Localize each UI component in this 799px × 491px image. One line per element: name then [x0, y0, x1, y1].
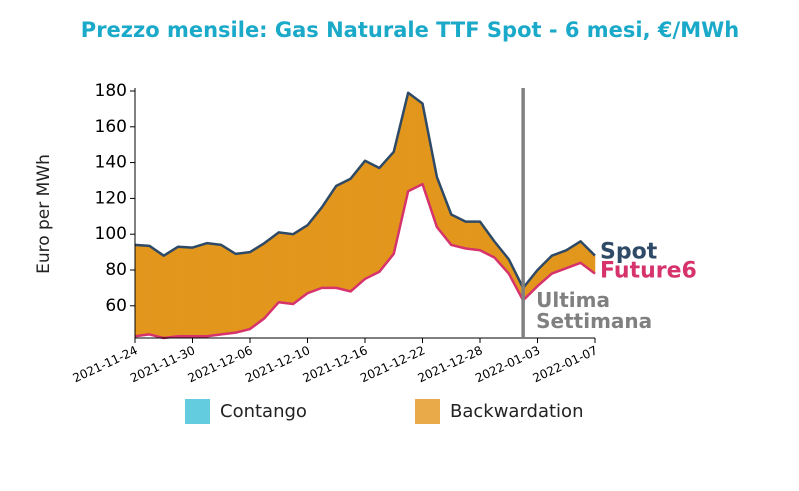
- spread-fill: [149, 245, 164, 339]
- x-tick-label: 2021-12-10: [243, 343, 312, 385]
- y-tick-label: 160: [95, 117, 127, 137]
- y-tick-label: 60: [105, 296, 127, 316]
- x-tick-label: 2022-01-07: [531, 343, 600, 385]
- spread-fill: [235, 251, 251, 333]
- spread-fill: [192, 242, 208, 337]
- x-tick-label: 2021-11-30: [128, 343, 197, 385]
- spread-fill: [249, 242, 265, 330]
- spread-fill: [321, 185, 337, 289]
- y-tick-label: 140: [95, 153, 127, 173]
- spread-fill: [537, 255, 553, 287]
- y-tick-label: 100: [95, 224, 127, 244]
- spread-fill: [163, 246, 179, 339]
- spread-fill: [206, 242, 222, 337]
- y-tick-label: 80: [105, 260, 127, 280]
- x-tick-label: 2021-12-22: [358, 343, 427, 385]
- x-tick-label: 2021-12-28: [416, 343, 485, 385]
- spread-fill: [350, 160, 366, 293]
- y-axis-label: Euro per MWh: [34, 154, 54, 274]
- series-end-label: Future6: [600, 259, 697, 284]
- x-tick-label: 2021-11-24: [71, 343, 140, 385]
- spread-fill: [134, 244, 150, 337]
- series-line: [134, 91, 596, 290]
- spread-fill: [278, 232, 294, 305]
- y-tick-label: 120: [95, 188, 127, 208]
- series-line: [134, 182, 596, 340]
- spread-fill: [379, 151, 394, 273]
- reference-label: Ultima Settimana: [536, 288, 652, 333]
- spread-fill: [336, 178, 351, 292]
- legend-label: Backwardation: [450, 401, 583, 422]
- spread-fill: [393, 92, 409, 254]
- spread-fill: [465, 221, 481, 251]
- spread-fill: [364, 160, 380, 280]
- legend-swatch: [415, 399, 440, 424]
- spread-fill: [292, 224, 308, 305]
- series-end-label: Spot: [600, 240, 658, 265]
- spread-fill: [307, 206, 323, 294]
- spread-fill: [177, 246, 193, 337]
- x-tick-label: 2022-01-03: [473, 343, 542, 385]
- y-tick-label: 180: [95, 81, 127, 101]
- x-tick-label: 2021-12-16: [301, 343, 370, 385]
- legend-label: Contango: [220, 401, 307, 422]
- spread-fill: [221, 244, 236, 335]
- legend-swatch: [185, 399, 210, 424]
- x-tick-label: 2021-12-06: [186, 343, 255, 385]
- chart-title: Prezzo mensile: Gas Naturale TTF Spot - …: [81, 18, 739, 42]
- spread-fill: [407, 92, 423, 192]
